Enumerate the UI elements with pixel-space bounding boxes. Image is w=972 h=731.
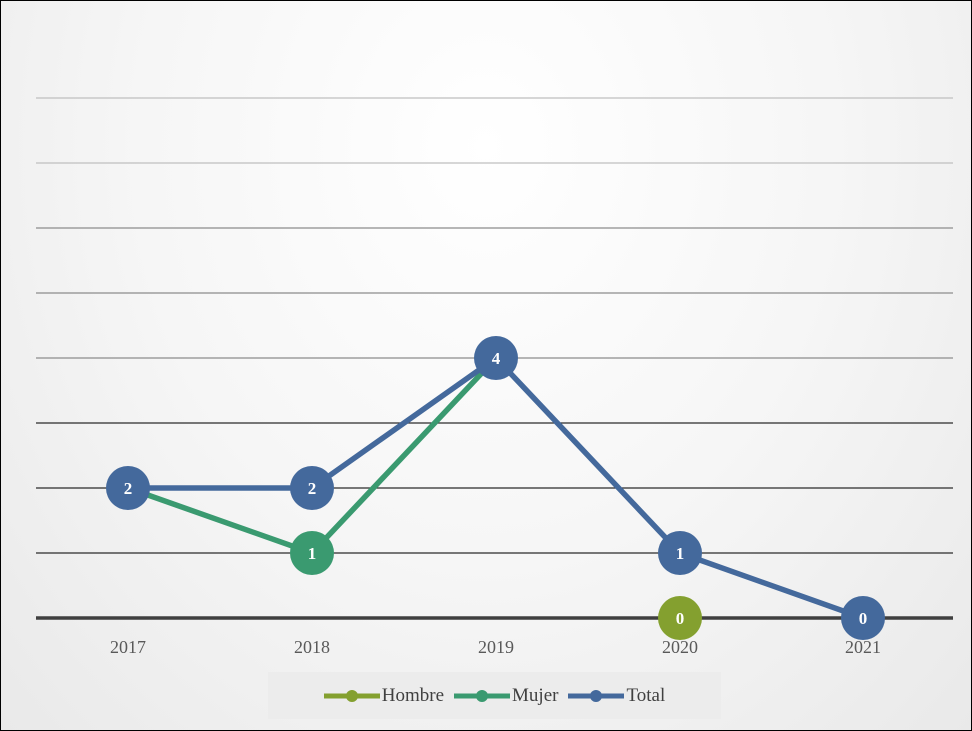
data-label: 4 <box>492 349 501 368</box>
data-label: 0 <box>676 609 685 628</box>
data-point-total <box>474 336 518 380</box>
legend-item-hombre: Hombre <box>323 684 445 707</box>
x-tick-label: 2017 <box>110 637 146 657</box>
x-tick-label: 2019 <box>478 637 514 657</box>
data-point-total <box>290 466 334 510</box>
legend-swatch <box>454 689 511 702</box>
legend-label: Hombre <box>381 684 445 706</box>
x-tick-label: 2021 <box>845 637 881 657</box>
legend-item-mujer: Mujer <box>454 685 558 707</box>
data-point-hombre <box>658 596 702 640</box>
legend-swatch <box>323 689 380 702</box>
data-label: 2 <box>308 479 317 498</box>
series-line-mujer <box>125 355 499 556</box>
data-point-total <box>106 466 150 510</box>
data-point-total <box>841 596 885 640</box>
legend-item-total: Total <box>568 685 665 707</box>
data-label: 1 <box>308 544 317 563</box>
x-tick-label: 2020 <box>662 637 698 657</box>
data-point-mujer <box>290 531 334 575</box>
legend-label: Total <box>626 684 666 706</box>
data-label: 1 <box>676 544 685 563</box>
data-label: 2 <box>124 479 133 498</box>
legend: Hombre Mujer Total <box>268 672 721 719</box>
legend-swatch <box>568 689 625 702</box>
data-point-total <box>658 531 702 575</box>
x-tick-label: 2018 <box>294 637 330 657</box>
legend-label: Mujer <box>512 684 559 706</box>
data-label: 0 <box>859 609 868 628</box>
